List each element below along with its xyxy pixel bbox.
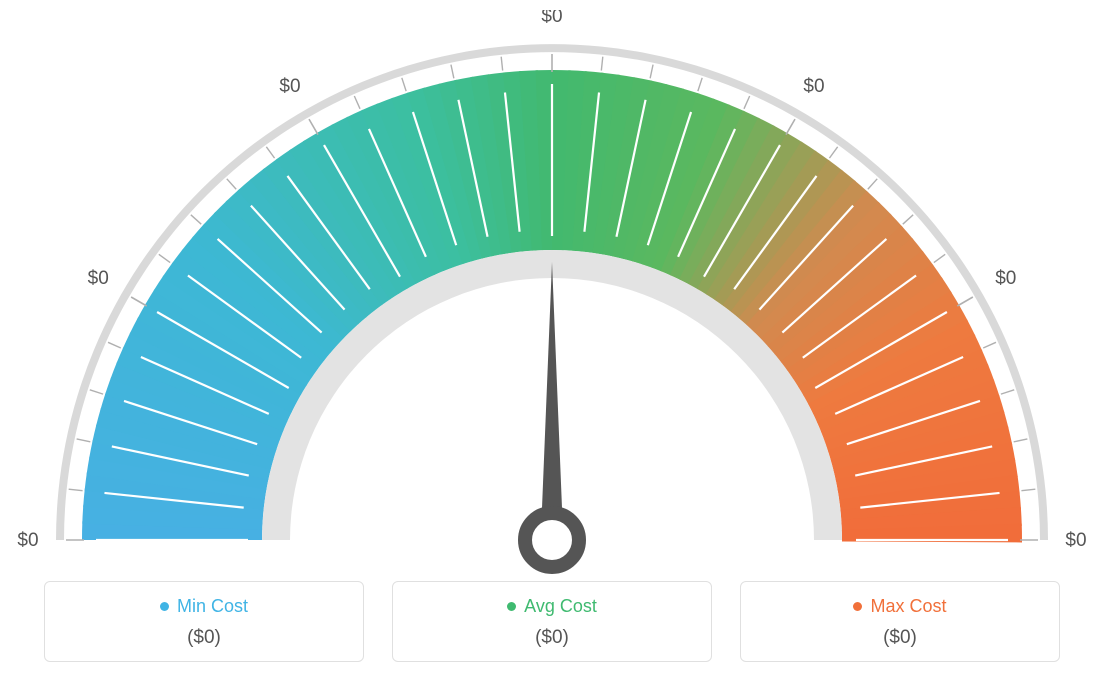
svg-text:$0: $0 (88, 268, 109, 289)
gauge-chart: $0 $0 $0 $0 $0 $0 $0 Min Cost ($0) Avg Cost ($… (0, 0, 1104, 690)
legend-dot-avg (507, 602, 516, 611)
svg-text:$0: $0 (995, 268, 1016, 289)
legend-label-min: Min Cost (177, 596, 248, 617)
svg-text:$0: $0 (1065, 530, 1086, 551)
gauge-svg-wrap: $0 $0 $0 $0 $0 $0 $0 (0, 0, 1104, 590)
svg-text:$0: $0 (17, 530, 38, 551)
legend-card-min: Min Cost ($0) (44, 581, 364, 662)
legend-value-max: ($0) (751, 627, 1049, 649)
svg-text:$0: $0 (803, 76, 824, 97)
legend-row: Min Cost ($0) Avg Cost ($0) Max Cost ($0… (0, 581, 1104, 662)
legend-card-avg: Avg Cost ($0) (392, 581, 712, 662)
legend-label-row: Max Cost (751, 596, 1049, 617)
legend-value-avg: ($0) (403, 627, 701, 649)
legend-dot-max (853, 602, 862, 611)
legend-dot-min (160, 602, 169, 611)
svg-text:$0: $0 (279, 76, 300, 97)
legend-label-avg: Avg Cost (524, 596, 597, 617)
legend-label-row: Avg Cost (403, 596, 701, 617)
svg-text:$0: $0 (541, 10, 562, 27)
legend-label-max: Max Cost (870, 596, 946, 617)
legend-value-min: ($0) (55, 627, 353, 649)
legend-card-max: Max Cost ($0) (740, 581, 1060, 662)
gauge-svg: $0 $0 $0 $0 $0 $0 $0 (0, 10, 1104, 590)
legend-label-row: Min Cost (55, 596, 353, 617)
